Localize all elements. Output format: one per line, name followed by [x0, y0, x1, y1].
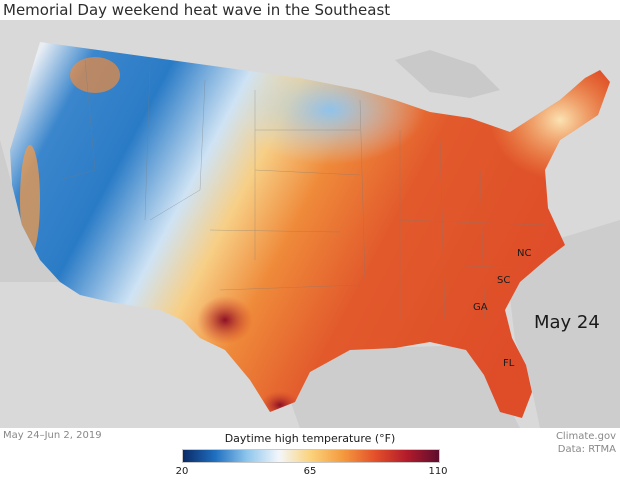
date-range: May 24–Jun 2, 2019 — [3, 430, 102, 441]
legend-color-bar — [182, 449, 440, 463]
legend-tick-min: 20 — [175, 466, 189, 477]
credit-data: Data: RTMA — [557, 444, 616, 455]
map-svg — [0, 20, 620, 428]
lake-superior — [395, 50, 500, 98]
state-borders — [59, 59, 546, 321]
atlantic-ocean — [505, 220, 620, 428]
footer: May 24–Jun 2, 2019 Daytime high temperat… — [0, 428, 620, 480]
date-label: May 24 — [534, 312, 600, 333]
credit: Climate.gov Data: RTMA — [556, 430, 616, 456]
pacific-ocean — [0, 140, 60, 282]
map-title: Memorial Day weekend heat wave in the So… — [3, 1, 391, 19]
northwest-warm — [70, 57, 120, 93]
temperature-map: NC SC GA FL May 24 — [0, 20, 620, 428]
legend-tick-max: 110 — [428, 466, 448, 477]
legend-title: Daytime high temperature (°F) — [224, 432, 396, 445]
gulf-of-mexico — [290, 345, 520, 428]
state-label-ga: GA — [473, 302, 488, 313]
credit-source: Climate.gov — [555, 431, 616, 442]
header: Memorial Day weekend heat wave in the So… — [0, 0, 620, 20]
state-label-nc: NC — [517, 248, 532, 259]
california-valley-warm — [20, 145, 40, 255]
state-label-fl: FL — [503, 358, 515, 369]
texas-hotspot — [197, 296, 253, 344]
state-label-sc: SC — [497, 275, 511, 286]
legend-tick-mid: 65 — [303, 466, 317, 477]
